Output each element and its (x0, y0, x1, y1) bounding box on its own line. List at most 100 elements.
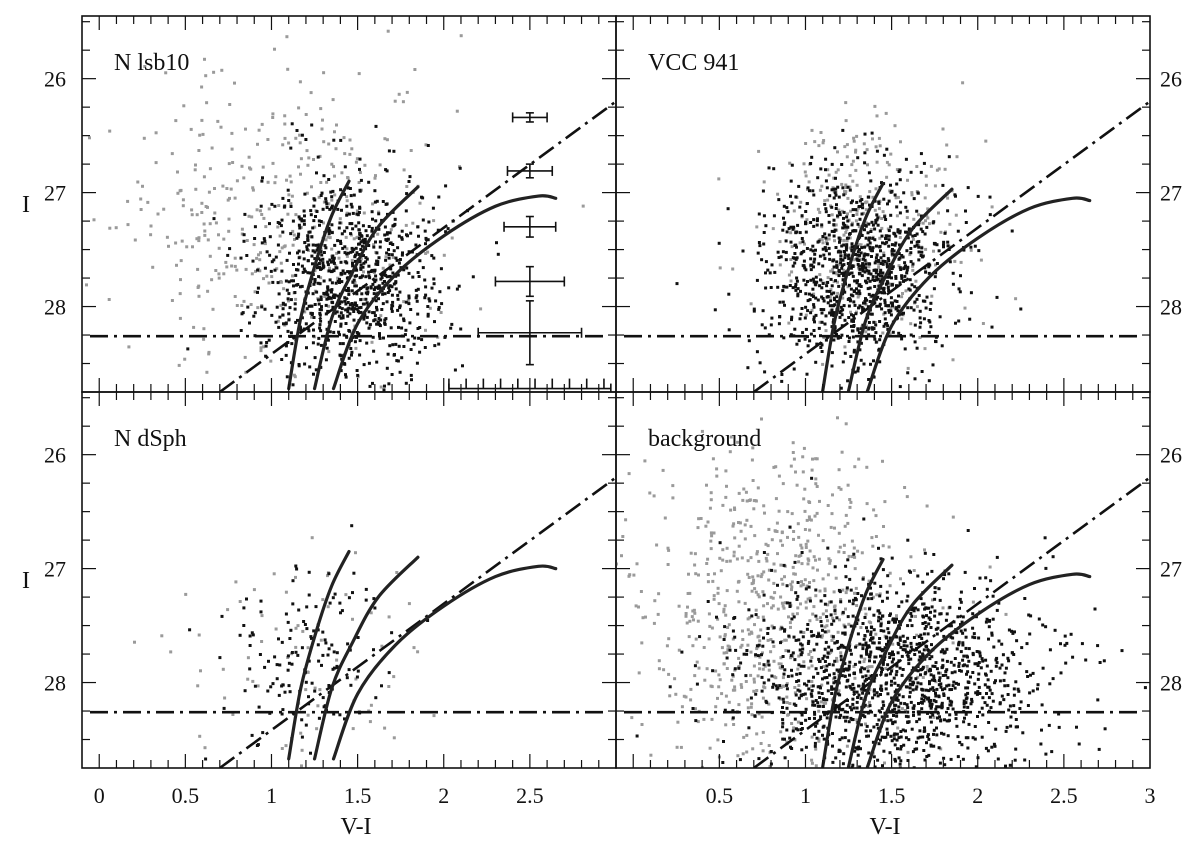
grey-star-point (258, 258, 262, 262)
black-star-point (841, 278, 845, 282)
black-star-point (807, 585, 811, 589)
black-star-point (984, 576, 988, 580)
black-star-point (226, 253, 230, 257)
black-star-point (837, 211, 841, 215)
grey-star-point (786, 510, 790, 514)
black-star-point (364, 291, 368, 295)
black-star-point (916, 191, 920, 195)
black-star-point (977, 672, 981, 676)
black-star-point (257, 705, 261, 709)
black-star-point (886, 731, 889, 735)
black-star-point (762, 681, 766, 685)
black-star-point (781, 300, 785, 304)
black-star-point (306, 234, 310, 238)
black-star-point (892, 249, 896, 253)
black-star-point (850, 324, 853, 328)
black-star-point (897, 294, 900, 298)
black-star-point (824, 207, 828, 211)
grey-star-point (708, 506, 712, 510)
grey-star-point (842, 268, 846, 272)
grey-star-point (204, 74, 208, 78)
grey-star-point (772, 465, 776, 469)
grey-star-point (702, 646, 706, 649)
black-star-point (302, 219, 306, 223)
black-star-point (337, 226, 341, 230)
black-star-point (806, 280, 809, 283)
black-star-point (875, 213, 879, 217)
black-star-point (881, 262, 885, 266)
black-star-point (782, 672, 786, 676)
grey-star-point (914, 279, 918, 283)
black-star-point (186, 347, 190, 351)
grey-star-point (668, 694, 672, 698)
black-star-point (326, 288, 330, 292)
grey-star-point (185, 245, 189, 249)
grey-star-point (288, 174, 292, 178)
grey-star-point (388, 263, 392, 267)
black-star-point (961, 641, 965, 645)
black-star-point (461, 364, 464, 368)
black-star-point (879, 693, 882, 696)
black-star-point (941, 658, 945, 662)
grey-star-point (855, 212, 859, 216)
black-star-point (798, 231, 802, 235)
grey-star-point (697, 517, 701, 521)
black-star-point (370, 229, 374, 233)
grey-star-point (718, 678, 722, 682)
black-star-point (874, 256, 878, 260)
black-star-point (828, 673, 831, 677)
black-star-point (255, 744, 259, 747)
grey-star-point (867, 665, 871, 669)
grey-star-point (712, 594, 716, 598)
black-star-point (777, 198, 781, 202)
black-star-point (908, 288, 912, 292)
black-star-point (812, 265, 815, 269)
black-star-point (869, 650, 873, 654)
black-star-point (400, 356, 404, 360)
black-star-point (785, 728, 789, 732)
black-star-point (764, 260, 768, 264)
black-star-point (762, 231, 766, 234)
grey-star-point (845, 155, 849, 159)
black-star-point (796, 688, 800, 692)
black-star-point (806, 344, 810, 348)
black-star-point (868, 247, 872, 251)
black-star-point (858, 642, 862, 646)
grey-star-point (811, 612, 815, 616)
grey-star-point (853, 465, 857, 469)
black-star-point (825, 186, 829, 190)
grey-star-point (196, 684, 200, 688)
grey-star-point (325, 180, 329, 184)
grey-star-point (233, 264, 237, 268)
black-star-point (880, 278, 884, 282)
black-star-point (883, 242, 887, 246)
black-star-point (878, 320, 882, 323)
grey-star-point (271, 116, 275, 119)
black-star-point (785, 706, 789, 710)
grey-star-point (653, 599, 657, 603)
black-star-point (960, 743, 964, 747)
grey-star-point (411, 221, 415, 225)
black-star-point (894, 759, 897, 763)
black-star-point (918, 325, 922, 329)
grey-star-point (715, 474, 719, 478)
black-star-point (1006, 684, 1010, 688)
grey-star-point (743, 537, 747, 541)
black-star-point (929, 325, 933, 329)
black-star-point (841, 644, 845, 648)
black-star-point (805, 372, 809, 376)
black-star-point (841, 308, 845, 312)
grey-star-point (251, 188, 255, 192)
black-star-point (938, 598, 942, 602)
black-star-point (898, 178, 902, 182)
black-star-point (832, 291, 836, 295)
black-star-point (847, 664, 851, 668)
grey-star-point (810, 735, 814, 739)
grey-star-point (848, 505, 852, 509)
black-star-point (975, 662, 979, 666)
black-star-point (832, 187, 836, 191)
black-star-point (415, 361, 419, 365)
grey-star-point (724, 613, 728, 617)
grey-star-point (141, 184, 144, 188)
black-star-point (987, 637, 990, 641)
